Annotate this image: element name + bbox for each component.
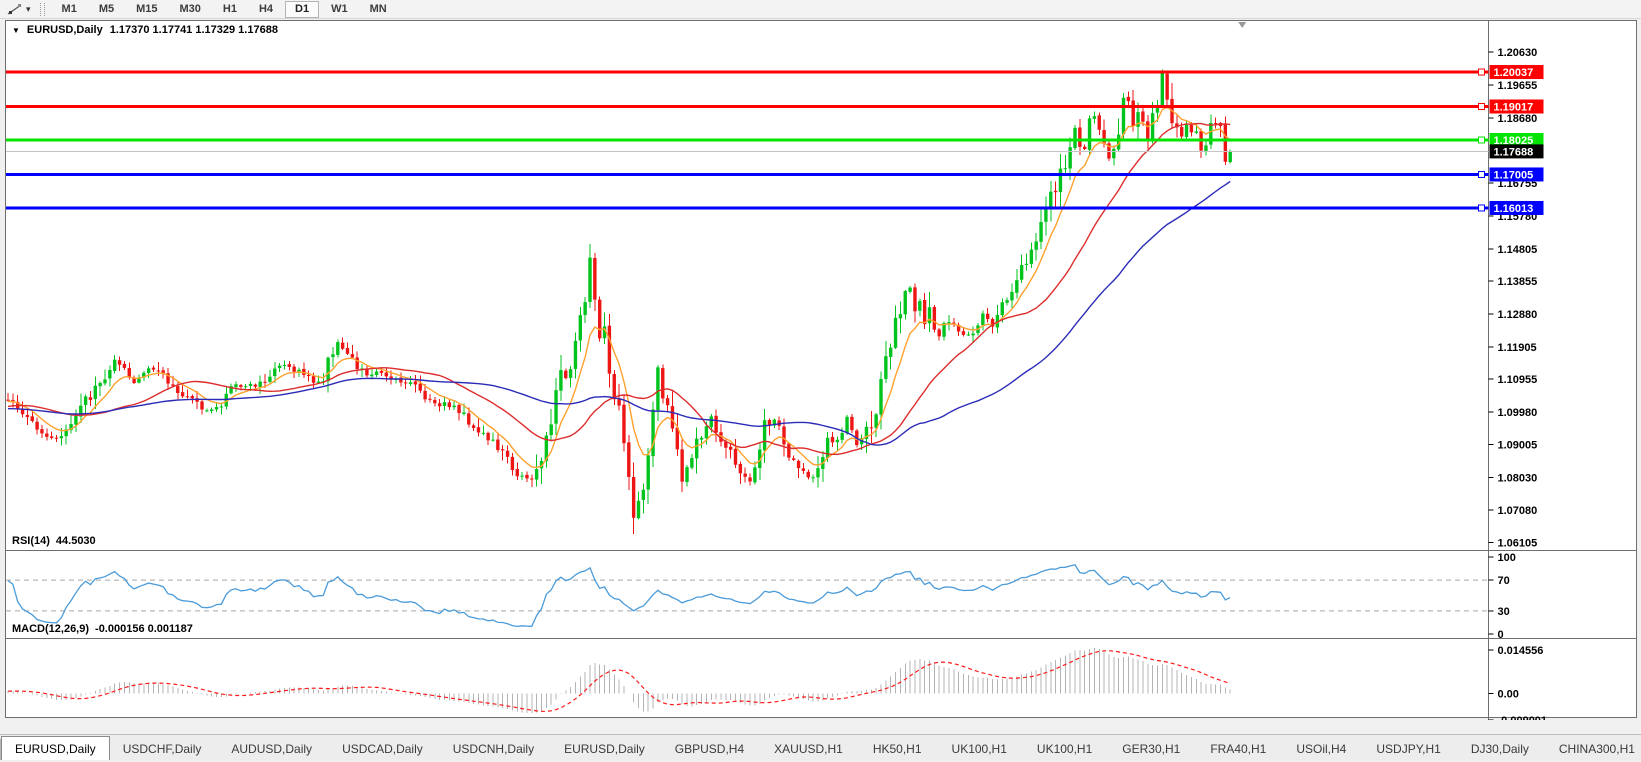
chart-tab-china300-h1[interactable]: CHINA300,H1 — [1558, 742, 1635, 756]
svg-text:1.06105: 1.06105 — [1498, 538, 1538, 550]
chart-tab-usdcnh-daily[interactable]: USDCNH,Daily — [452, 742, 535, 756]
chart-tab-hk50-h1[interactable]: HK50,H1 — [872, 742, 922, 756]
svg-text:1.13855: 1.13855 — [1498, 276, 1538, 288]
chart-tab-fra40-h1[interactable]: FRA40,H1 — [1210, 742, 1267, 756]
moving-averages — [7, 106, 1231, 469]
timeframe-button-h4[interactable]: H4 — [258, 2, 274, 15]
svg-text:-0.009001: -0.009001 — [1498, 715, 1548, 720]
chart-tab-uk100-h1[interactable]: UK100,H1 — [951, 742, 1007, 756]
chart-tab-usdcad-daily[interactable]: USDCAD,Daily — [342, 742, 423, 756]
price-axis[interactable]: 1.206301.196551.186801.167551.157801.148… — [1488, 47, 1544, 550]
chart-area: 1.20630 1.19655 1.18680 1.16755 1.15780 1.148… — [0, 20, 1641, 720]
macd-axis[interactable]: 0.014556 0.00 -0.009001 — [1488, 645, 1548, 720]
rsi-axis[interactable]: 100 70 30 0 — [1488, 552, 1516, 641]
svg-text:1.17005: 1.17005 — [1494, 169, 1534, 181]
chart-tab-usdjpy-h1[interactable]: USDJPY,H1 — [1376, 742, 1441, 756]
tab-bar-stub — [0, 739, 1, 760]
svg-text:1.17688: 1.17688 — [1494, 146, 1534, 158]
timeframe-button-m15[interactable]: M15 — [136, 2, 158, 15]
svg-text:1.16013: 1.16013 — [1494, 203, 1534, 215]
chart-tab-bar: EURUSD,Daily USDCHF,Daily AUDUSD,Daily USDC… — [0, 734, 1641, 760]
macd-pane — [7, 648, 1231, 714]
svg-text:1.10955: 1.10955 — [1498, 374, 1538, 386]
timeframe-button-w1[interactable]: W1 — [331, 2, 348, 15]
chart-tab-eurusd-daily[interactable]: EURUSD,Daily — [564, 742, 645, 756]
chart-shift-marker-icon[interactable] — [1238, 22, 1247, 28]
timeframe-button-mn[interactable]: MN — [369, 2, 387, 15]
symbol-label: EURUSD,Daily — [26, 24, 103, 36]
svg-text:30: 30 — [1498, 606, 1510, 618]
svg-text:0.014556: 0.014556 — [1498, 645, 1544, 657]
rsi-pane — [6, 564, 1489, 628]
svg-text:1.20630: 1.20630 — [1498, 47, 1538, 59]
rsi-indicator-label: RSI(14) 44.5030 — [12, 535, 96, 547]
chart-tab-ger30-h1[interactable]: GER30,H1 — [1122, 742, 1181, 756]
chart-tab-usoil-h4[interactable]: USOil,H4 — [1296, 742, 1347, 756]
chart-tab-dj30-daily[interactable]: DJ30,Daily — [1470, 742, 1529, 756]
toolbar-grip[interactable] — [39, 2, 45, 16]
chart-tab-gbpusd-h4[interactable]: GBPUSD,H4 — [674, 742, 745, 756]
svg-text:1.14805: 1.14805 — [1498, 244, 1538, 256]
timeframe-button-m5[interactable]: M5 — [98, 2, 115, 15]
dropdown-caret-icon: ▾ — [26, 3, 31, 14]
macd-name: MACD(12,26,9) — [12, 623, 90, 635]
svg-text:1.18025: 1.18025 — [1494, 135, 1534, 147]
chart-tab-audusd-daily[interactable]: AUDUSD,Daily — [231, 742, 313, 756]
timeframe-buttons: M1 M5 M15 M30 H1 H4 D1 W1 MN — [51, 0, 398, 19]
svg-text:1.19017: 1.19017 — [1494, 101, 1534, 113]
macd-indicator-label: MACD(12,26,9) -0.000156 0.001187 — [12, 623, 193, 635]
chart-tab-xauusd-h1[interactable]: XAUUSD,H1 — [774, 742, 843, 756]
horizontal-levels[interactable] — [6, 68, 1489, 212]
candlestick-series — [6, 69, 1232, 535]
svg-text:0: 0 — [1498, 629, 1504, 641]
svg-text:70: 70 — [1498, 575, 1510, 587]
timeframe-button-m30[interactable]: M30 — [179, 2, 201, 15]
timeframe-toolbar: ▾ M1 M5 M15 M30 H1 H4 D1 W1 MN — [0, 0, 1641, 19]
chart-tab-uk100-h1[interactable]: UK100,H1 — [1036, 742, 1093, 756]
svg-text:1.08030: 1.08030 — [1498, 473, 1538, 485]
svg-text:1.07080: 1.07080 — [1498, 505, 1538, 517]
svg-text:1.20037: 1.20037 — [1494, 67, 1534, 79]
chart-title: ▼ EURUSD,Daily 1.17370 1.17741 1.17329 1… — [12, 24, 278, 36]
line-studies-button[interactable]: ▾ — [0, 1, 38, 18]
svg-text:0.00: 0.00 — [1498, 688, 1519, 700]
svg-text:1.19655: 1.19655 — [1498, 80, 1538, 92]
svg-text:1.11905: 1.11905 — [1498, 342, 1537, 354]
line-studies-icon — [7, 3, 22, 15]
svg-text:1.09980: 1.09980 — [1498, 407, 1538, 419]
timeframe-button-d1[interactable]: D1 — [285, 0, 320, 18]
rsi-name: RSI(14) — [12, 535, 50, 547]
rsi-value: 44.5030 — [55, 535, 96, 547]
svg-text:1.18680: 1.18680 — [1498, 113, 1538, 125]
chart-tab-usdchf-daily[interactable]: USDCHF,Daily — [122, 742, 202, 756]
collapse-triangle-icon[interactable]: ▼ — [12, 25, 20, 35]
svg-text:1.12880: 1.12880 — [1498, 309, 1538, 321]
svg-text:100: 100 — [1498, 552, 1516, 564]
price-chart-canvas[interactable]: 1.206301.196551.186801.167551.157801.148… — [0, 20, 1641, 720]
macd-value: -0.000156 0.001187 — [95, 623, 193, 635]
ohlc-values: 1.17370 1.17741 1.17329 1.17688 — [109, 24, 278, 36]
window-frame — [5, 20, 1637, 720]
timeframe-button-h1[interactable]: H1 — [222, 2, 237, 15]
svg-text:1.09005: 1.09005 — [1498, 440, 1538, 452]
timeframe-button-m1[interactable]: M1 — [61, 2, 77, 15]
chart-tab-eurusd-daily[interactable]: EURUSD,Daily — [1, 736, 110, 760]
